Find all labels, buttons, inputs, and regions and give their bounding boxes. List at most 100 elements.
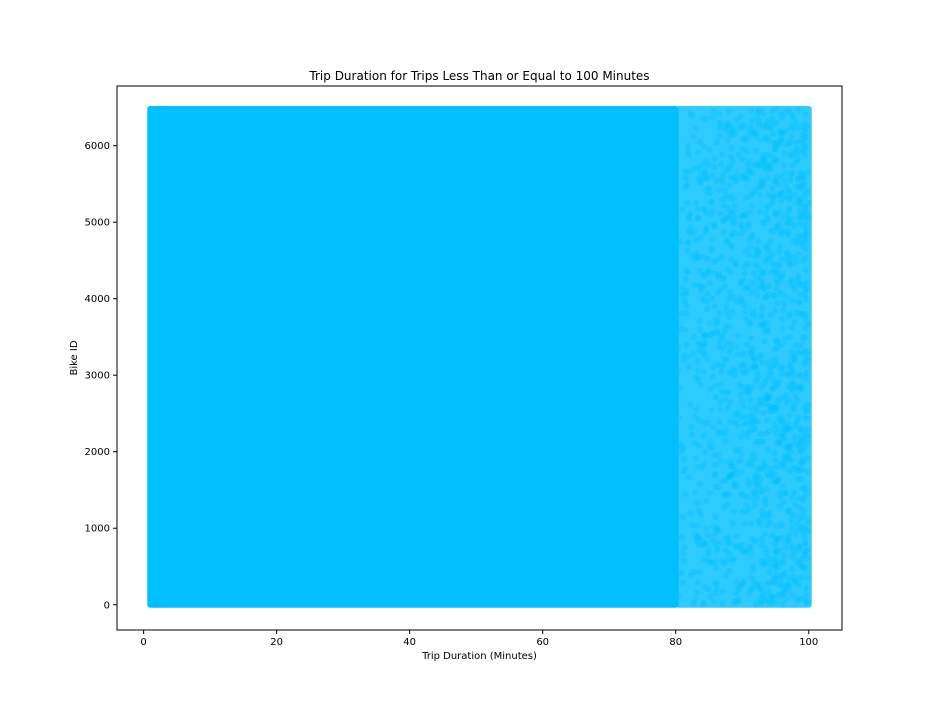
scatter-point: [739, 277, 747, 284]
scatter-point: [728, 232, 735, 239]
scatter-point: [802, 525, 810, 532]
scatter-point: [771, 146, 778, 153]
scatter-point: [690, 132, 697, 140]
scatter-point: [725, 474, 732, 481]
scatter-point: [794, 175, 802, 182]
scatter-point: [726, 182, 733, 189]
scatter-point: [790, 512, 797, 519]
scatter-point: [685, 213, 692, 220]
scatter-point: [774, 591, 782, 599]
scatter-point: [728, 124, 735, 131]
scatter-point: [720, 216, 728, 224]
scatter-point: [724, 556, 732, 563]
scatter-point: [783, 452, 791, 460]
scatter-point: [703, 268, 711, 276]
scatter-point: [768, 472, 776, 479]
scatter-point: [790, 372, 797, 379]
scatter-point: [784, 220, 791, 227]
scatter-point: [781, 570, 788, 577]
scatter-point: [747, 404, 754, 411]
scatter-point: [684, 199, 691, 206]
scatter-point: [765, 372, 773, 379]
scatter-point: [697, 283, 705, 291]
scatter-point: [698, 536, 705, 544]
scatter-point: [682, 310, 690, 317]
scatter-point: [678, 569, 685, 576]
scatter-point: [775, 415, 782, 422]
scatter-point: [786, 363, 794, 371]
scatter-point: [801, 533, 808, 541]
scatter-point: [684, 247, 691, 254]
scatter-point: [725, 474, 733, 481]
scatter-point: [692, 455, 700, 462]
scatter-point: [731, 466, 739, 473]
scatter-point: [723, 535, 730, 543]
scatter-point: [758, 558, 766, 565]
scatter-point: [757, 488, 764, 496]
scatter-point: [728, 463, 735, 470]
scatter-point: [789, 122, 796, 129]
scatter-point: [777, 110, 785, 117]
scatter-point: [788, 348, 796, 355]
scatter-point: [747, 321, 754, 328]
scatter-point: [736, 584, 743, 591]
scatter-point: [773, 141, 780, 148]
y-tick-label: 3000: [85, 371, 110, 382]
scatter-point: [723, 356, 730, 363]
scatter-point: [786, 468, 793, 475]
scatter-point: [748, 162, 755, 169]
scatter-point: [708, 198, 715, 206]
scatter-point: [728, 230, 735, 238]
scatter-point: [737, 113, 744, 121]
scatter-point: [744, 166, 752, 174]
scatter-point: [748, 364, 756, 371]
scatter-point: [715, 540, 723, 547]
scatter-point: [757, 322, 765, 330]
scatter-point: [785, 382, 792, 390]
scatter-point: [760, 559, 767, 567]
scatter-point: [797, 459, 804, 466]
scatter-point: [797, 199, 804, 206]
scatter-point: [697, 267, 704, 274]
scatter-point: [704, 175, 712, 183]
scatter-point: [798, 383, 805, 391]
scatter-point: [795, 543, 803, 551]
scatter-point: [767, 312, 775, 319]
scatter-point: [726, 313, 733, 321]
scatter-point: [677, 238, 684, 246]
scatter-point: [772, 560, 780, 567]
scatter-point: [764, 124, 772, 131]
scatter-point: [727, 268, 734, 276]
scatter-point: [786, 139, 793, 146]
scatter-point: [691, 489, 699, 496]
x-tick-label: 40: [403, 637, 416, 648]
scatter-point: [699, 115, 706, 122]
scatter-point: [784, 425, 792, 432]
scatter-point: [763, 430, 770, 437]
scatter-point: [694, 149, 702, 156]
scatter-point: [692, 255, 699, 263]
scatter-point: [741, 420, 749, 428]
scatter-point: [785, 216, 792, 223]
scatter-point: [772, 337, 780, 344]
scatter-point: [789, 193, 796, 200]
scatter-point: [791, 222, 798, 230]
scatter-point: [764, 175, 772, 182]
scatter-point: [701, 368, 708, 375]
scatter-point: [732, 470, 739, 478]
scatter-point: [730, 508, 738, 516]
scatter-point: [710, 113, 717, 121]
scatter-point: [699, 272, 707, 279]
scatter-point: [796, 371, 804, 378]
scatter-point: [749, 345, 756, 352]
scatter-point: [781, 177, 788, 185]
scatter-point: [759, 512, 766, 519]
scatter-point: [750, 269, 758, 277]
scatter-point: [722, 396, 729, 403]
scatter-point: [766, 568, 773, 576]
scatter-point: [733, 117, 740, 124]
scatter-point: [760, 269, 767, 277]
scatter-point: [789, 406, 796, 413]
scatter-point: [691, 413, 699, 420]
scatter-point: [734, 586, 741, 593]
